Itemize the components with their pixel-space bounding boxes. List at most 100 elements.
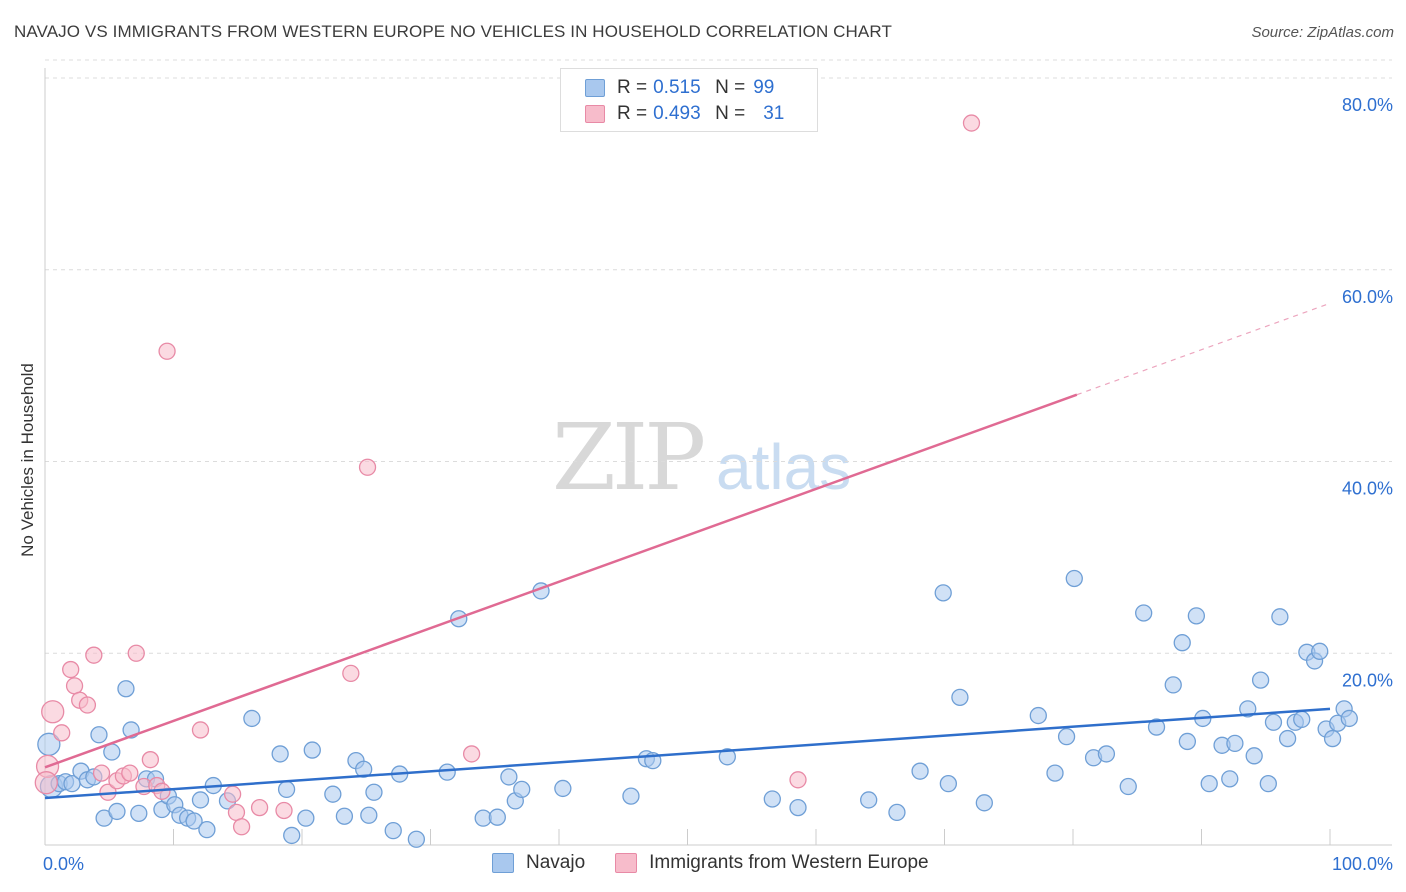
navajo-point — [1251, 671, 1270, 689]
navajo-point — [271, 745, 289, 763]
navajo-point — [191, 791, 210, 809]
navajo-point — [108, 802, 126, 821]
immigrants-point — [41, 700, 65, 724]
y-tick-label: 40.0% — [1342, 479, 1393, 499]
immigrants-n-label: N = — [715, 103, 746, 124]
navajo-point — [500, 768, 518, 786]
immigrants-point — [127, 644, 145, 662]
navajo-point — [1057, 728, 1076, 746]
immigrants-point — [62, 660, 80, 679]
navajo-r-label: R = — [617, 77, 648, 98]
bottom-legend-navajo[interactable]: Navajo — [492, 852, 585, 874]
watermark-zip: ZIP — [552, 404, 706, 511]
immigrants-point — [462, 745, 481, 763]
immigrants-trend-line — [44, 393, 1078, 769]
navajo-point — [934, 584, 952, 602]
navajo-point — [1097, 745, 1116, 763]
navajo-point — [1278, 729, 1297, 748]
navajo-point — [1323, 729, 1342, 748]
navajo-point — [1239, 700, 1257, 718]
navajo-point — [763, 790, 781, 808]
navajo-n-label: N = — [715, 77, 746, 98]
immigrants-point — [275, 801, 293, 820]
navajo-point — [888, 803, 906, 822]
navajo-point — [1164, 676, 1182, 694]
immigrants-point — [141, 751, 160, 769]
navajo-swatch — [585, 79, 605, 97]
navajo-n-value: 99 — [753, 77, 775, 98]
navajo-point — [1135, 604, 1153, 622]
navajo-point — [789, 798, 807, 817]
navajo-point — [384, 821, 402, 840]
immigrants-point — [223, 785, 242, 803]
navajo-point — [117, 680, 135, 698]
navajo-point — [860, 791, 878, 809]
navajo-point — [1046, 764, 1064, 782]
immigrants-swatch — [585, 105, 605, 123]
immigrants-point — [962, 114, 981, 132]
navajo-point — [130, 804, 148, 823]
y-tick-label: 20.0% — [1342, 670, 1393, 690]
immigrants-point — [358, 458, 377, 476]
navajo-point — [911, 762, 929, 780]
navajo-point — [1119, 777, 1137, 796]
navajo-point — [198, 821, 216, 839]
immigrants-trend-extension — [1076, 302, 1331, 396]
bottom-legend: Navajo Immigrants from Western Europe — [492, 852, 959, 874]
navajo-point — [1245, 747, 1263, 765]
immigrants-legend-swatch — [615, 853, 638, 873]
immigrants-point — [232, 818, 251, 836]
legend-row-immigrants: R = 0.493 N = 31 — [585, 103, 784, 125]
immigrants-r-label: R = — [617, 103, 648, 124]
navajo-point — [1259, 774, 1277, 793]
navajo-point — [297, 809, 315, 827]
navajo-point — [283, 826, 301, 845]
navajo-point — [951, 688, 969, 707]
immigrants-legend-label: Immigrants from Western Europe — [649, 852, 929, 873]
navajo-point — [1029, 706, 1047, 725]
immigrants-point — [191, 721, 210, 739]
immigrants-point — [121, 764, 139, 782]
navajo-r-value: 0.515 — [653, 77, 701, 98]
immigrants-point — [65, 677, 84, 695]
navajo-point — [1264, 713, 1283, 731]
navajo-legend-swatch — [492, 853, 514, 873]
immigrants-point — [85, 646, 103, 664]
bottom-legend-immigrants[interactable]: Immigrants from Western Europe — [615, 852, 929, 874]
watermark-atlas: atlas — [716, 431, 852, 503]
navajo-point — [360, 806, 378, 824]
navajo-point — [303, 741, 321, 759]
y-axis-label: No Vehicles in Household — [18, 363, 37, 557]
immigrants-n-value: 31 — [763, 103, 785, 124]
immigrants-point — [34, 771, 58, 795]
navajo-point — [438, 763, 456, 781]
chart-title: NAVAJO VS IMMIGRANTS FROM WESTERN EUROPE… — [14, 22, 892, 41]
navajo-point — [1340, 709, 1358, 728]
navajo-point — [975, 794, 993, 812]
navajo-point — [1271, 608, 1289, 626]
navajo-point — [324, 785, 342, 803]
navajo-point — [939, 774, 958, 793]
navajo-point — [1173, 634, 1191, 652]
navajo-point — [407, 830, 426, 848]
navajo-point — [488, 808, 506, 826]
navajo-point — [1311, 642, 1329, 660]
navajo-point — [365, 783, 383, 801]
navajo-point — [1226, 734, 1244, 753]
navajo-point — [355, 760, 373, 778]
navajo-point — [622, 787, 640, 805]
navajo-legend-label: Navajo — [526, 852, 586, 873]
immigrants-point — [227, 803, 246, 822]
y-tick-label: 60.0% — [1342, 287, 1393, 307]
navajo-point — [718, 748, 736, 766]
navajo-point — [243, 709, 261, 728]
y-tick-label: 80.0% — [1342, 95, 1393, 115]
legend-row-navajo: R = 0.515 N = 99 — [585, 77, 774, 99]
navajo-trend-line — [44, 707, 1331, 800]
immigrants-point — [342, 664, 360, 683]
navajo-point — [1293, 710, 1311, 729]
immigrants-point — [250, 798, 269, 817]
navajo-point — [1178, 732, 1197, 751]
navajo-point — [554, 779, 572, 798]
